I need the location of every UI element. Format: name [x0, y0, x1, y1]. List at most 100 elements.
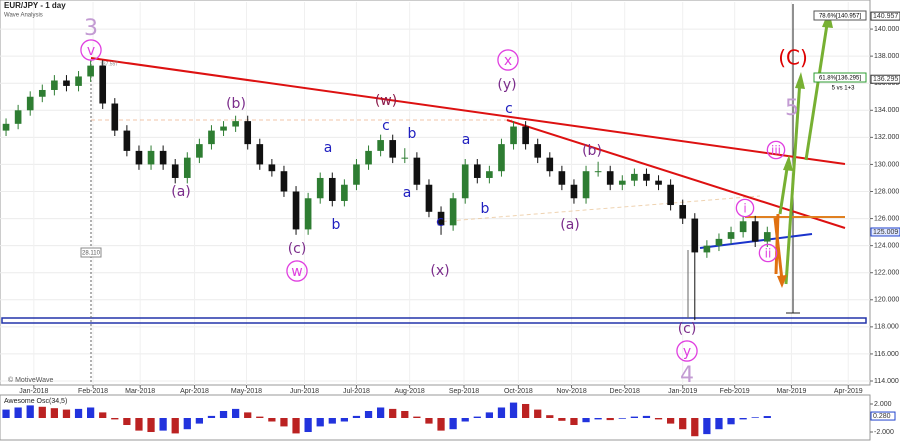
wave-label: a	[403, 185, 412, 201]
wave-label: b	[408, 126, 417, 142]
osc-bar	[50, 408, 58, 418]
osc-bar	[280, 418, 288, 427]
candle-body	[498, 144, 505, 172]
wave-label: (y)	[497, 77, 516, 93]
wave-label: (b)	[582, 143, 602, 159]
osc-bar	[667, 418, 675, 424]
candle-body	[667, 184, 674, 206]
candle-body	[582, 171, 590, 199]
wave-label: a	[324, 140, 333, 156]
x-tick-label: Aug-2018	[394, 388, 424, 395]
osc-bar	[244, 412, 252, 418]
candle-body	[715, 238, 723, 246]
osc-bar	[763, 416, 771, 418]
candle-body	[280, 171, 288, 192]
candle-body	[449, 198, 457, 226]
candle-body	[510, 126, 517, 145]
candle-body	[570, 184, 578, 199]
candle-body	[196, 144, 203, 158]
x-tick-label: May-2018	[231, 388, 262, 395]
candle-body	[703, 245, 711, 253]
wave-circle	[286, 260, 308, 282]
candle-body	[763, 232, 771, 242]
candle-body	[606, 171, 614, 185]
osc-bar	[485, 412, 493, 418]
wave-label: (c)	[288, 241, 307, 257]
annotation-box	[813, 10, 867, 21]
support-zone	[1, 317, 867, 324]
y-tick-label: 126.000	[874, 215, 899, 222]
arrow	[778, 161, 790, 215]
osc-bar	[268, 418, 276, 422]
wave-circle	[80, 39, 102, 61]
osc-bar	[413, 416, 421, 418]
candle-body	[534, 144, 542, 158]
wave-circle	[735, 198, 755, 218]
y-tick-label: 118.000	[874, 324, 899, 331]
candle-body	[751, 221, 759, 242]
candle-body	[461, 164, 469, 199]
price-box	[870, 227, 900, 237]
arrow	[804, 17, 830, 161]
osc-bar	[715, 418, 723, 430]
x-tick-label: Apr-2018	[180, 388, 209, 395]
wave-label: (a)	[560, 217, 580, 233]
osc-bar	[449, 418, 457, 430]
dashed-line	[435, 195, 761, 223]
wave-label: 4	[680, 363, 694, 388]
y-tick-label: 122.000	[874, 270, 899, 277]
wave-label: ii	[765, 247, 772, 261]
osc-bar	[727, 418, 735, 425]
osc-bar	[99, 412, 107, 418]
annotation-box	[813, 72, 867, 83]
x-tick-label: Dec-2018	[610, 388, 640, 395]
osc-bar	[2, 409, 10, 418]
osc-bar	[111, 418, 119, 420]
x-tick-label: Oct-2018	[504, 388, 533, 395]
candle-body	[389, 140, 397, 158]
wave-circle	[497, 49, 519, 71]
candle-body	[401, 157, 409, 159]
x-tick-label: Mar-2019	[776, 388, 806, 395]
annotation: 28.110	[82, 251, 101, 257]
y-tick-label: 124.000	[874, 242, 899, 249]
annotation: 78.6%[140.957]	[819, 14, 861, 20]
oscillator-title: Awesome Osc(34,5)	[4, 398, 67, 405]
candle-body	[147, 150, 155, 165]
osc-bar	[534, 409, 542, 418]
osc-bar	[159, 418, 167, 431]
candle-body	[111, 103, 119, 131]
y-tick-label: 130.000	[874, 161, 899, 168]
annotation: 61.8%[136.295]	[819, 76, 861, 82]
y-tick-label: 132.000	[874, 134, 899, 141]
candle-body	[643, 173, 650, 181]
osc-bar	[558, 418, 566, 421]
osc-bar	[546, 415, 554, 418]
wave-circle	[676, 340, 698, 362]
candle-body	[365, 150, 372, 165]
osc-bar	[123, 418, 131, 426]
candle-body	[437, 211, 445, 226]
price-label: 140.957	[873, 13, 898, 20]
candle-body	[727, 232, 735, 239]
osc-bar	[292, 418, 300, 434]
y-tick-label: 114.000	[874, 378, 899, 385]
y-tick-label: 128.000	[874, 188, 899, 195]
y-tick-label: 116.000	[874, 351, 899, 358]
annotation-box	[80, 247, 102, 258]
wave-label: b	[332, 217, 341, 233]
price-label: 136.295	[873, 76, 898, 83]
arrow-head	[783, 155, 793, 171]
wave-label: w	[291, 264, 302, 280]
osc-bar	[256, 416, 264, 418]
arrows	[773, 17, 830, 285]
y-tick-label: 134.000	[874, 107, 899, 114]
watermark: © MotiveWave	[8, 376, 53, 384]
candle-body	[655, 180, 662, 185]
x-tick-label: Jul-2018	[343, 388, 370, 395]
y-tick-label: -2.000	[874, 429, 894, 436]
candle-body	[183, 157, 191, 178]
candle-body	[135, 150, 143, 165]
arrow-head	[777, 275, 787, 288]
osc-bar	[219, 410, 228, 418]
